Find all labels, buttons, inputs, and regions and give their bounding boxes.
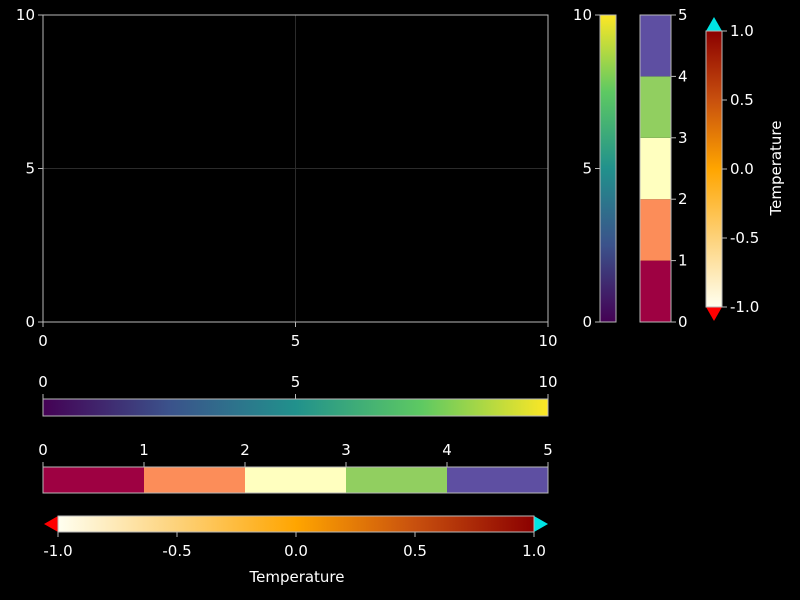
colorbar-tick-label: 4	[678, 67, 688, 85]
colorbar-tick-label: 1	[139, 441, 149, 459]
x-tick-label: 10	[538, 332, 557, 350]
colorbar-category-swatch	[144, 467, 245, 493]
main-axis-ticks: 0 5 10 0 5 10	[16, 6, 558, 350]
colorbar-temperature-vertical: -1.0 -0.5 0.0 0.5 1.0 Temperature	[705, 17, 785, 321]
colorbar-category-swatch	[640, 137, 671, 200]
colorbar-tick-label: 5	[582, 160, 592, 178]
colorbar-tick-label: 1.0	[522, 542, 546, 560]
colorbar-tick-label: 0.0	[284, 542, 308, 560]
colorbar-category-swatch	[640, 199, 671, 261]
x-tick-label: 5	[291, 332, 301, 350]
colorbar-tick-label: 4	[442, 441, 452, 459]
colorbar-gradient	[57, 515, 535, 533]
colorbar-tick-label: 1.0	[730, 22, 754, 40]
colorbar-tick-label: 2	[240, 441, 250, 459]
colorbar-gradient	[705, 30, 723, 308]
colorbar-tick-label: 0	[38, 441, 48, 459]
colorbar-tick-label: 1	[678, 252, 688, 270]
colorbar-tick-label: 0	[582, 313, 592, 331]
colorbar-temperature-horizontal: -1.0 -0.5 0.0 0.5 1.0 Temperature	[43, 515, 548, 586]
colorbar-tick-label: -0.5	[730, 229, 759, 247]
colorbar-label: Temperature	[248, 568, 344, 586]
colorbar-category-swatch	[447, 467, 548, 493]
colorbar-category-swatch	[640, 76, 671, 138]
colorbar-tick-label: 0.0	[730, 160, 754, 178]
colorbar-categorical-horizontal: 0 1 2 3 4 5	[38, 441, 553, 494]
colorbar-tick-label: 10	[538, 373, 557, 391]
colorbar-tick-label: 0.5	[403, 542, 427, 560]
x-tick-label: 0	[38, 332, 48, 350]
colorbar-tick-label: 0.5	[730, 91, 754, 109]
colorbar-category-swatch	[640, 15, 671, 77]
colorbar-tick-label: 5	[678, 6, 688, 24]
colorbar-category-swatch	[245, 467, 346, 493]
colorbar-frame	[42, 466, 549, 494]
colorbar-category-swatch	[43, 467, 144, 493]
colorbar-categorical-vertical: 0 1 2 3 4 5	[639, 6, 688, 331]
colorbar-gradient	[42, 398, 549, 417]
colorbar-category-swatch	[640, 260, 671, 322]
colorbar-tick-label: 5	[291, 373, 301, 391]
main-axis: 0 5 10 0 5 10	[16, 6, 558, 350]
colorbar-tick-label: -0.5	[162, 542, 191, 560]
y-tick-label: 10	[16, 6, 35, 24]
colorbar-tick-label: 5	[543, 441, 553, 459]
lowclip-triangle	[44, 516, 58, 532]
colorbar-tick-label: 3	[341, 441, 351, 459]
colorbar-tick-label: 2	[678, 190, 688, 208]
highclip-triangle	[534, 516, 548, 532]
highclip-triangle	[706, 17, 722, 31]
colorbar-viridis-vertical: 0 5 10	[573, 6, 617, 331]
colorbar-category-swatch	[346, 467, 447, 493]
y-tick-label: 5	[25, 160, 35, 178]
y-tick-label: 0	[25, 313, 35, 331]
colorbar-viridis-horizontal: 0 5 10	[38, 373, 558, 417]
colorbar-tick-label: 0	[38, 373, 48, 391]
colorbar-tick-label: 0	[678, 313, 688, 331]
colorbar-label: Temperature	[767, 120, 785, 216]
colorbar-tick-label: 10	[573, 6, 592, 24]
colorbar-tick-label: -1.0	[43, 542, 72, 560]
colorbar-tick-label: 3	[678, 129, 688, 147]
colorbar-gradient	[599, 14, 617, 323]
colorbar-frame	[639, 14, 672, 323]
main-grid	[42, 14, 549, 323]
colorbar-tick-label: -1.0	[730, 298, 759, 316]
lowclip-triangle	[706, 307, 722, 321]
